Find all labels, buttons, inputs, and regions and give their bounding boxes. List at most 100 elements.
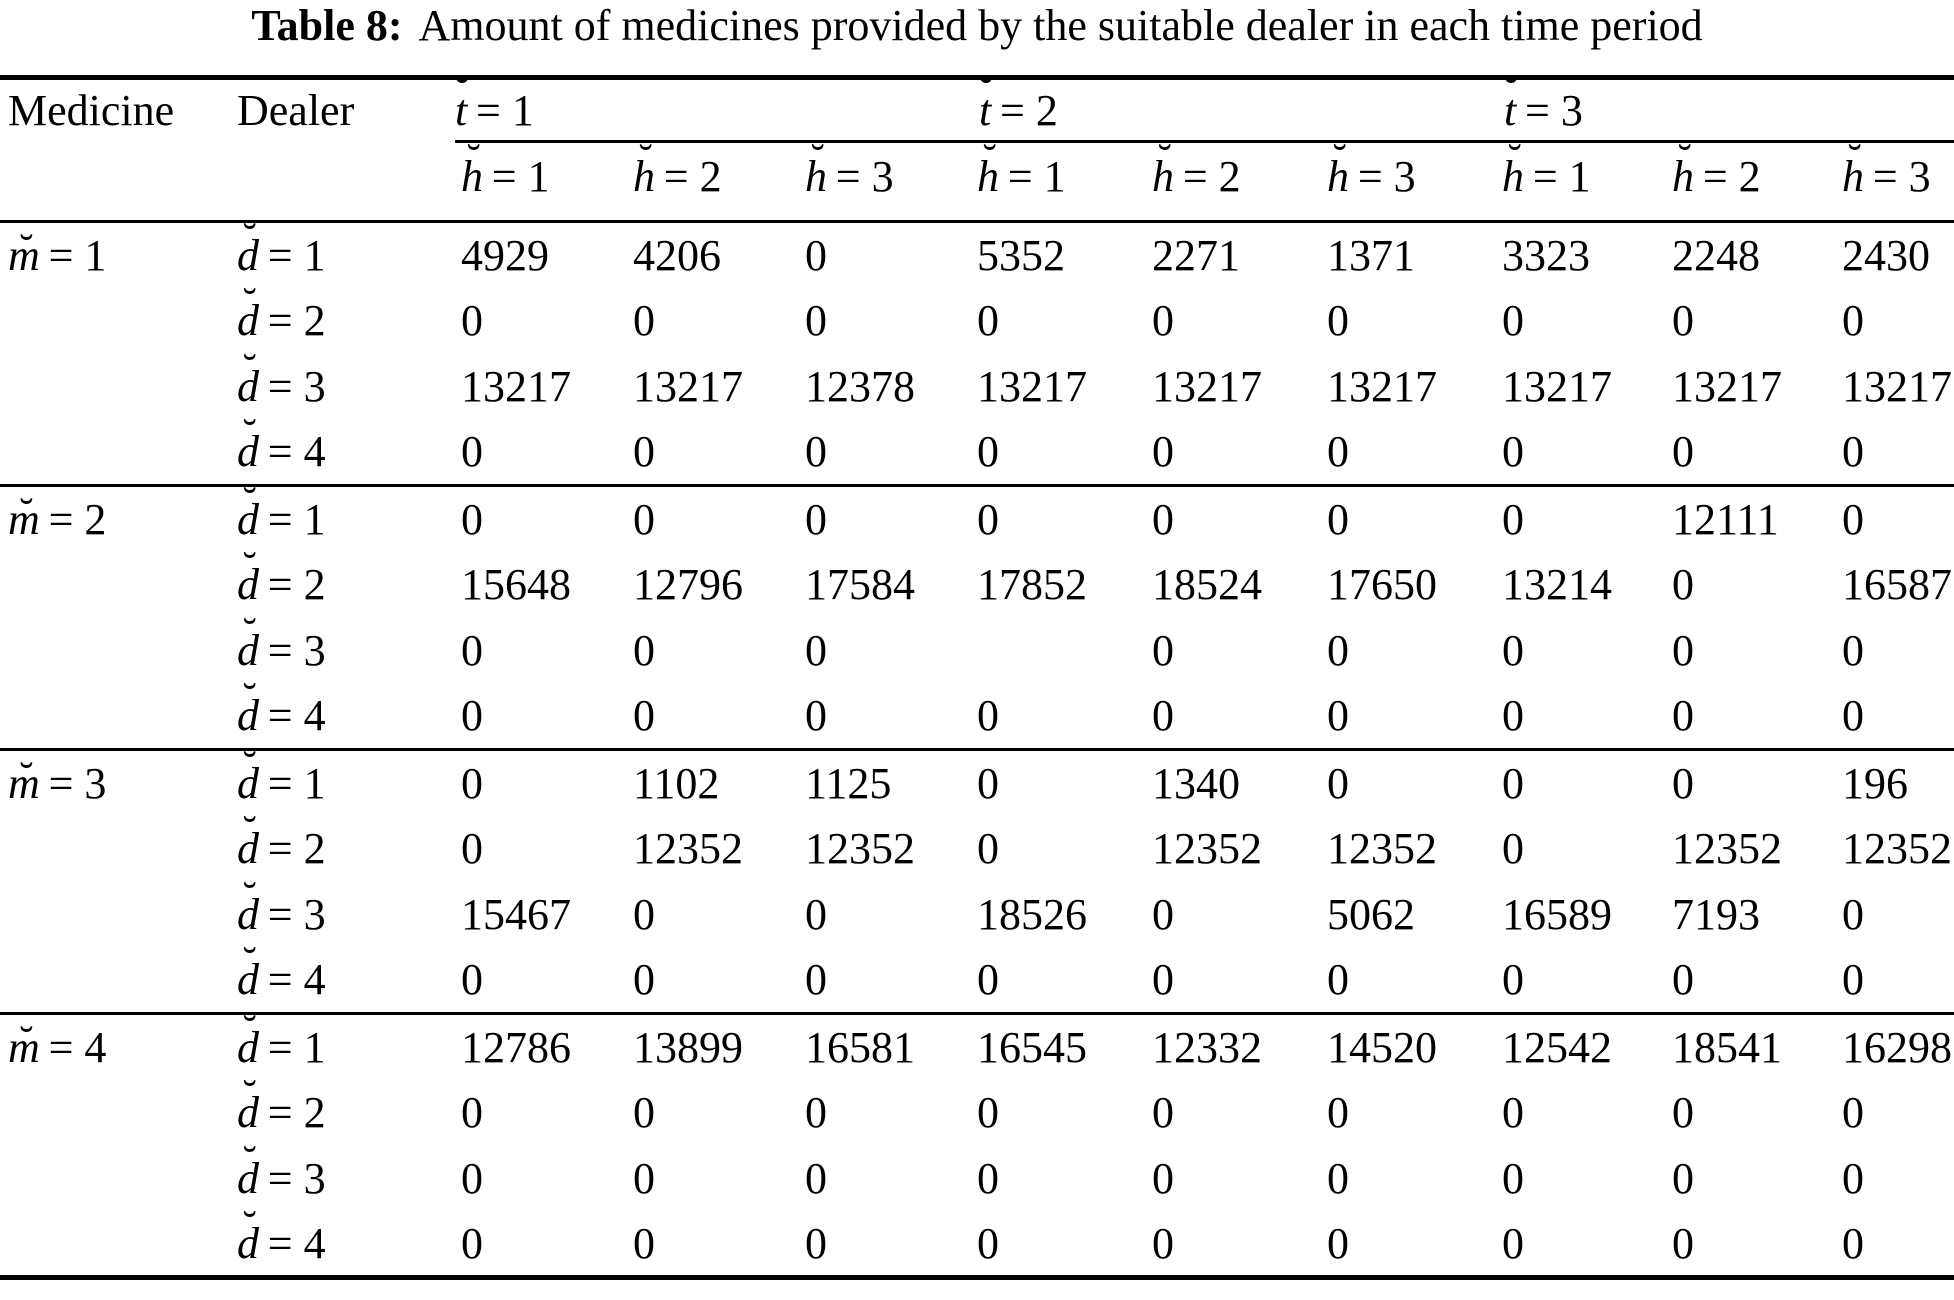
var-letter: d ˘	[237, 1072, 259, 1137]
value-cell: 0	[1502, 1154, 1525, 1203]
var-letter: d ˘	[237, 1138, 259, 1203]
value-cell: 0	[1842, 691, 1865, 741]
var-letter: d ˘	[237, 808, 259, 873]
var-letter: d ˘	[237, 1007, 259, 1072]
var-equation: = 3	[267, 626, 326, 675]
var-letter: h ˘	[1152, 136, 1175, 201]
value-cell: 0	[805, 890, 827, 939]
var-equation: = 1	[1532, 152, 1591, 201]
value-cell: 16589	[1502, 890, 1613, 939]
value-cell: 0	[1327, 626, 1350, 675]
var-letter: d ˘	[237, 479, 259, 544]
var-letter: d ˘	[237, 874, 259, 939]
var-equation: = 1	[267, 758, 326, 808]
breve-mark: ˘	[810, 136, 825, 183]
var-letter: t ˘	[1504, 70, 1519, 135]
var-equation: = 4	[267, 427, 326, 477]
var-equation: = 1	[1007, 152, 1066, 201]
value-cell	[971, 618, 1146, 684]
value-cell: 0	[1327, 691, 1350, 741]
value-cell: 17852	[977, 560, 1088, 609]
var-letter: h ˘	[977, 136, 1000, 201]
value-cell: 13217	[1842, 362, 1953, 411]
h-header-cell: h ˘ = 3	[1836, 136, 1954, 222]
value-cell: 5062	[1327, 890, 1416, 939]
dealer-label-cell: d ˘ = 1	[232, 479, 455, 552]
value-cell: 0	[977, 494, 1000, 544]
value-cell: 16587	[1842, 560, 1953, 609]
value-cell: 14520	[1327, 1022, 1438, 1072]
dealer-label-cell: d ˘ = 4	[232, 942, 455, 1014]
breve-mark: ˘	[1504, 70, 1519, 117]
medicine-label-cell	[0, 618, 232, 684]
medicine-label-cell	[0, 948, 232, 1014]
var-equation: = 3	[1872, 152, 1931, 201]
value-cell: 0	[805, 1218, 827, 1268]
value-cell: 12352	[805, 824, 915, 873]
breve-mark: ˘	[242, 412, 257, 459]
table-row: d ˘ = 3 15467 0 0 18526 0 5062 16589 7193 0	[0, 874, 1954, 948]
value-cell: 0	[977, 1218, 1000, 1268]
value-cell: 0	[1502, 955, 1525, 1005]
value-cell: 0	[1327, 296, 1350, 345]
breve-mark: ˘	[455, 70, 470, 117]
var-equation: = 2	[267, 296, 326, 345]
value-cell: 0	[1842, 890, 1865, 939]
value-cell: 0	[1327, 1154, 1350, 1203]
value-cell: 0	[977, 691, 1000, 741]
var-letter: d ˘	[237, 676, 259, 741]
value-cell: 0	[1152, 1218, 1175, 1268]
breve-mark: ˘	[242, 1203, 257, 1250]
var-equation: = 1	[476, 85, 534, 135]
value-cell: 0	[1842, 955, 1865, 1005]
value-cell: 0	[1152, 890, 1175, 939]
value-cell: 13214	[1502, 560, 1613, 609]
value-cell: 18541	[1672, 1022, 1783, 1072]
breve-mark: ˘	[242, 479, 257, 526]
table-caption-number: Table 8:	[251, 1, 403, 50]
value-cell: 0	[461, 626, 483, 675]
value-cell: 1340	[1152, 758, 1241, 808]
var-equation: = 3	[267, 1154, 326, 1203]
medicine-block: m ˘ = 1 d ˘ = 1 4929 4206 0 5352 2271 1371 3323 2248 2…	[0, 215, 1954, 486]
table-row: m ˘ = 1 d ˘ = 1 4929 4206 0 5352 2271 1371 3323 2248 2…	[0, 215, 1954, 288]
value-cell: 0	[1152, 296, 1175, 345]
var-equation: = 2	[48, 494, 107, 544]
value-cell: 16581	[805, 1022, 915, 1072]
breve-mark: ˘	[242, 280, 257, 327]
value-cell: 0	[977, 427, 1000, 477]
value-cell: 12796	[633, 560, 743, 609]
var-equation: = 2	[267, 1088, 326, 1137]
value-cell: 0	[461, 1218, 483, 1268]
var-equation: = 1	[267, 494, 326, 544]
breve-mark: ˘	[19, 1018, 34, 1065]
value-cell: 0	[1152, 955, 1175, 1005]
value-cell: 0	[1672, 560, 1695, 609]
medicine-label-cell	[0, 1080, 232, 1146]
table-row: d ˘ = 2 15648 12796 17584 17852 18524 17650 13214…	[0, 547, 1954, 618]
value-cell: 18524	[1152, 560, 1263, 609]
value-cell: 0	[1672, 1088, 1695, 1137]
value-cell: 13217	[633, 362, 743, 411]
value-cell: 0	[1152, 691, 1175, 741]
breve-mark: ˘	[1847, 136, 1862, 183]
dealer-label-cell: d ˘ = 2	[232, 547, 455, 618]
medicine-label-cell	[0, 1146, 232, 1212]
value-cell: 2248	[1672, 230, 1761, 280]
value-cell: 0	[805, 296, 827, 345]
value-cell: 18526	[977, 890, 1088, 939]
value-cell: 4206	[633, 230, 721, 280]
var-letter: m ˘	[8, 1018, 40, 1072]
breve-mark: ˘	[242, 940, 257, 987]
value-cell: 0	[1502, 296, 1525, 345]
t-group-header-3: t ˘ = 3	[1496, 70, 1954, 143]
value-cell: 0	[1672, 626, 1695, 675]
value-cell: 1371	[1327, 230, 1416, 280]
var-letter: d ˘	[237, 215, 259, 280]
breve-mark: ˘	[242, 808, 257, 855]
var-equation: = 2	[663, 152, 722, 201]
